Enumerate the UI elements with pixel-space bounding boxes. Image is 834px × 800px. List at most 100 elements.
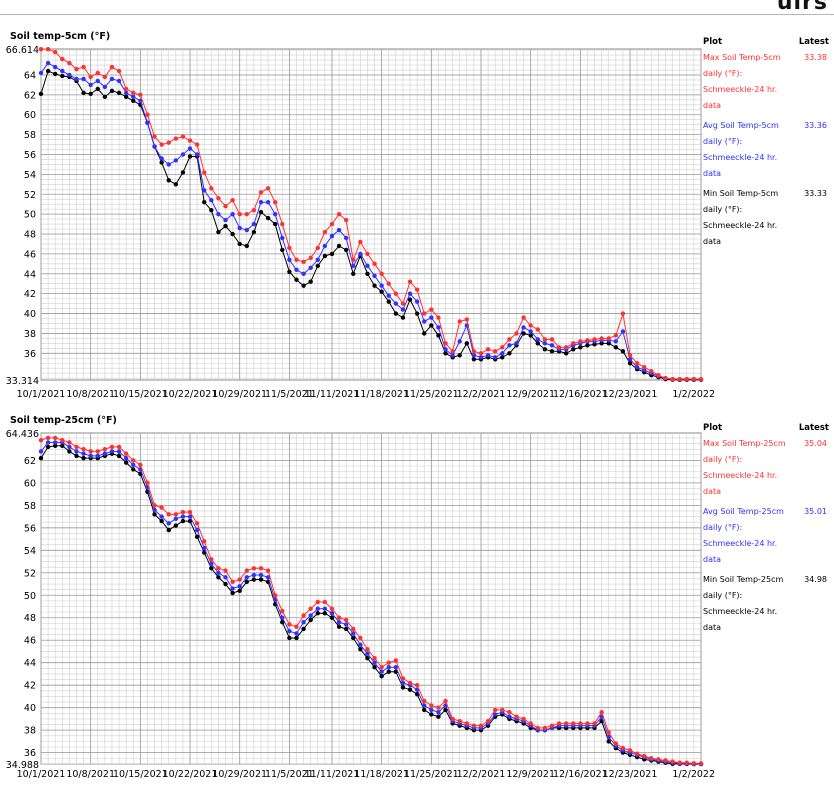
data-point	[67, 444, 72, 450]
data-point	[88, 453, 93, 459]
legend-series-name: Max Soil Temp-25cm daily (°F): Schmeeckl…	[703, 439, 786, 496]
data-point	[280, 221, 285, 227]
data-point	[287, 269, 292, 274]
data-point	[308, 606, 313, 611]
data-point	[329, 611, 335, 616]
legend-entry-min[interactable]: Min Soil Temp-25cm daily (°F): Schmeeckl…	[703, 572, 829, 636]
data-point	[563, 345, 569, 350]
data-point	[535, 725, 540, 731]
y-tick-label: 62	[24, 456, 36, 467]
data-point	[45, 435, 51, 441]
data-point	[677, 376, 682, 382]
legend-entry-avg[interactable]: Avg Soil Temp-25cm daily (°F): Schmeeckl…	[703, 504, 829, 568]
data-point	[230, 211, 235, 217]
data-point	[38, 70, 44, 76]
data-point	[159, 518, 164, 524]
x-tick-label: 10/22/2021	[163, 389, 218, 400]
data-point	[237, 225, 242, 231]
data-point	[478, 723, 484, 728]
data-point	[386, 299, 391, 304]
data-point	[322, 611, 328, 616]
data-point	[123, 455, 129, 461]
data-point	[202, 539, 207, 544]
data-point	[365, 271, 370, 276]
data-point	[230, 590, 235, 596]
data-point	[67, 449, 72, 454]
x-tick-label: 11/18/2021	[354, 389, 409, 400]
data-point	[116, 449, 122, 454]
x-tick-label: 12/2/2021	[457, 389, 506, 400]
data-point	[393, 311, 399, 316]
data-point	[422, 319, 427, 324]
data-point	[287, 622, 292, 627]
data-point	[102, 84, 108, 90]
x-tick-label: 1/2/2022	[672, 769, 715, 780]
data-point	[180, 518, 186, 524]
data-point	[81, 451, 86, 456]
data-point	[258, 209, 264, 215]
data-point	[258, 200, 264, 205]
series-line	[40, 445, 701, 765]
data-point	[74, 444, 79, 450]
data-point	[244, 243, 250, 249]
data-point	[599, 336, 604, 341]
data-point	[244, 568, 250, 573]
data-point	[223, 203, 228, 209]
data-point	[38, 437, 44, 443]
data-point	[258, 566, 264, 571]
data-point	[102, 451, 108, 456]
data-point	[123, 86, 129, 92]
data-point	[571, 341, 576, 346]
data-point	[230, 198, 235, 203]
data-point	[478, 355, 484, 360]
data-point	[414, 311, 420, 316]
legend-entry-max[interactable]: Max Soil Temp-25cm daily (°F): Schmeeckl…	[703, 436, 829, 500]
data-point	[109, 76, 115, 82]
data-point	[67, 72, 72, 78]
data-point	[542, 341, 548, 346]
data-point	[414, 287, 420, 292]
data-point	[535, 341, 540, 346]
data-point	[400, 301, 406, 306]
top-bar: ulrs	[0, 0, 834, 15]
data-point	[372, 283, 377, 288]
legend-entry-min[interactable]: Min Soil Temp-5cm daily (°F): Schmeeckle…	[703, 186, 829, 250]
data-point	[237, 588, 242, 593]
data-point	[38, 46, 44, 52]
data-point	[322, 599, 328, 605]
series-1	[38, 60, 704, 382]
data-point	[45, 60, 51, 66]
data-point	[173, 136, 179, 141]
data-point	[194, 142, 200, 147]
data-point	[322, 243, 328, 249]
data-point	[95, 70, 100, 76]
legend-entry-max[interactable]: Max Soil Temp-5cm daily (°F): Schmeeckle…	[703, 50, 829, 114]
data-point	[549, 337, 555, 342]
x-tick-label: 11/5/2021	[265, 769, 314, 780]
data-point	[613, 345, 619, 350]
x-tick-label: 11/11/2021	[305, 389, 360, 400]
data-point	[180, 152, 186, 157]
x-tick-label: 10/29/2021	[212, 769, 267, 780]
data-point	[60, 73, 65, 79]
data-point	[450, 716, 455, 722]
data-point	[365, 251, 370, 257]
data-point	[315, 611, 320, 616]
y-tick-label: 36	[24, 748, 36, 759]
data-point	[244, 227, 250, 233]
data-point	[322, 253, 328, 259]
data-point	[414, 682, 420, 688]
data-point	[379, 283, 384, 288]
data-point	[336, 620, 342, 625]
data-point	[407, 680, 413, 686]
x-tick-label: 10/8/2021	[66, 389, 115, 400]
legend-entry-avg[interactable]: Avg Soil Temp-5cm daily (°F): Schmeeckle…	[703, 118, 829, 182]
data-point	[194, 527, 200, 533]
data-point	[131, 458, 136, 463]
data-point	[464, 341, 470, 346]
data-point	[592, 721, 597, 726]
legend-plot-header: Plot	[703, 423, 723, 433]
y-tick-label: 44	[24, 658, 36, 669]
data-point	[393, 658, 399, 663]
data-point	[138, 92, 143, 98]
